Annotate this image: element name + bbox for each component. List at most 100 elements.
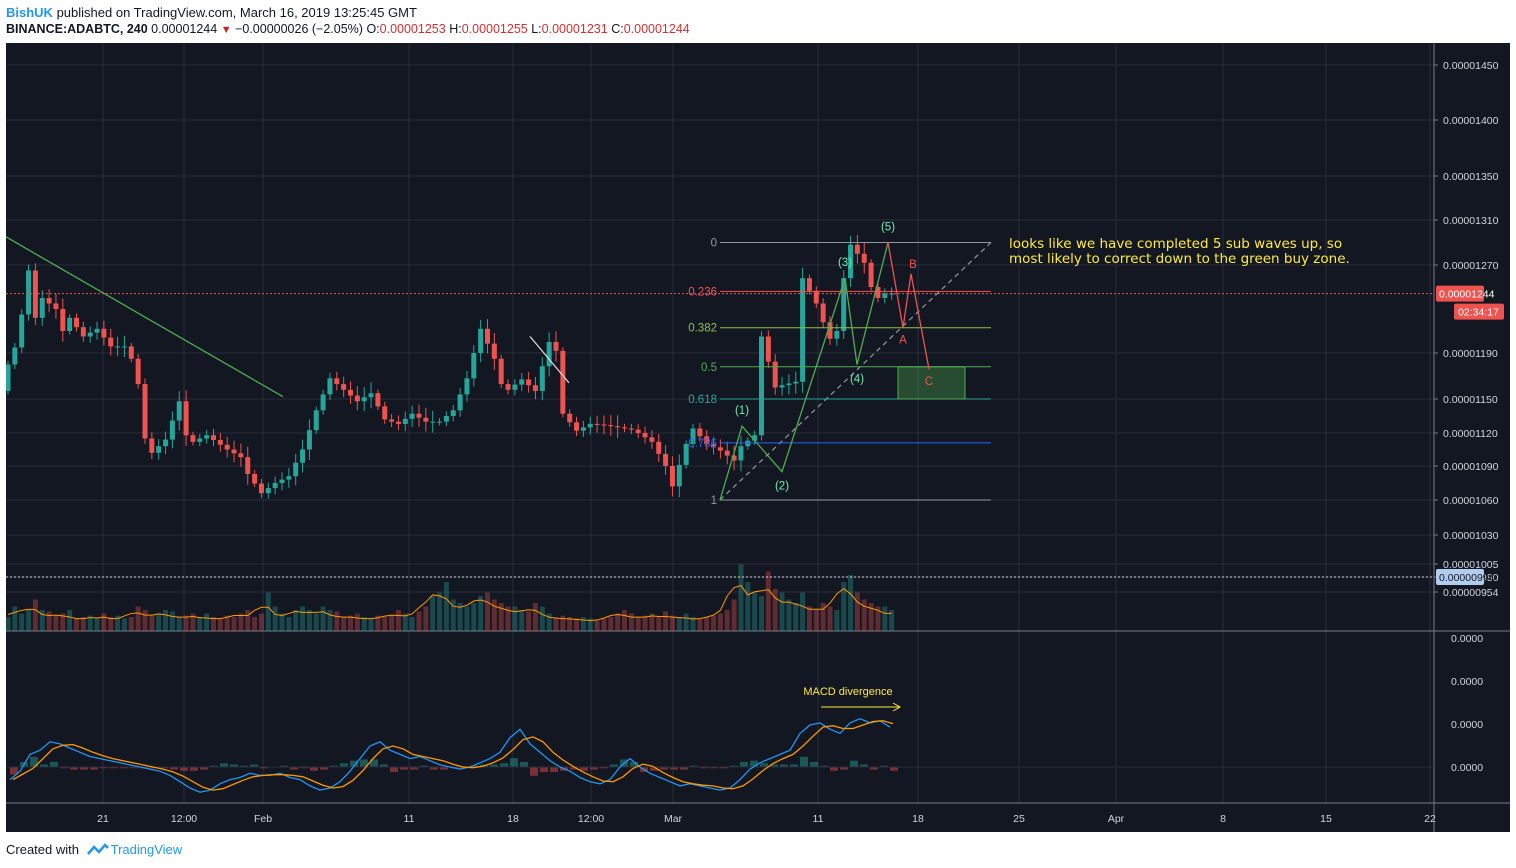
macd-histogram-bar bbox=[700, 767, 708, 769]
price-axis-label: 0.00001030 bbox=[1443, 530, 1499, 542]
macd-histogram-bar bbox=[490, 764, 498, 767]
candle-body bbox=[443, 416, 449, 422]
candle-body bbox=[121, 346, 127, 348]
volume-bar bbox=[519, 610, 525, 631]
publication-header: BishUK published on TradingView.com, Mar… bbox=[6, 5, 417, 20]
symbol-name: BINANCE:ADABTC, 240 bbox=[6, 22, 148, 36]
volume-bar bbox=[443, 582, 449, 631]
time-axis-label: 22 bbox=[1424, 813, 1436, 825]
macd-histogram-bar bbox=[440, 767, 448, 770]
volume-bar bbox=[149, 615, 155, 631]
macd-histogram-bar bbox=[80, 767, 88, 770]
candle-body bbox=[258, 483, 264, 494]
macd-histogram-bar bbox=[820, 765, 828, 767]
candle-body bbox=[101, 328, 107, 338]
symbol-legend: BINANCE:ADABTC, 240 0.00001244 ▼ −0.0000… bbox=[6, 22, 690, 36]
candle-body bbox=[142, 384, 148, 439]
time-axis-label: 15 bbox=[1320, 813, 1332, 825]
macd-histogram-bar bbox=[190, 767, 198, 771]
volume-bar bbox=[87, 615, 93, 631]
volume-bar bbox=[101, 613, 107, 631]
fib-level-label: 0.236 bbox=[688, 286, 717, 298]
macd-axis-label: 0.0000 bbox=[1451, 676, 1483, 688]
candle-body bbox=[485, 328, 490, 344]
time-axis-label: 18 bbox=[912, 813, 924, 825]
candle-body bbox=[854, 244, 860, 254]
macd-histogram-bar bbox=[850, 760, 858, 767]
volume-bar bbox=[46, 611, 52, 631]
current-price-badge bbox=[1436, 285, 1484, 302]
volume-bar bbox=[60, 613, 66, 631]
volume-bar bbox=[306, 610, 312, 631]
candle-body bbox=[594, 423, 600, 425]
macd-histogram-bar bbox=[610, 764, 618, 767]
volume-bar bbox=[211, 617, 216, 631]
candle-body bbox=[6, 364, 11, 391]
candle-body bbox=[313, 410, 319, 431]
candle-body bbox=[135, 358, 141, 385]
candle-body bbox=[526, 379, 532, 386]
low-value: 0.00001231 bbox=[541, 22, 608, 36]
volume-bar bbox=[67, 610, 73, 631]
wave-label: (1) bbox=[735, 405, 749, 417]
volume-bar bbox=[587, 618, 593, 631]
candle-body bbox=[128, 346, 134, 359]
fib-level-label: 0.5 bbox=[701, 362, 717, 374]
volume-bar bbox=[861, 599, 867, 631]
candle-body bbox=[348, 389, 353, 396]
macd-histogram-bar bbox=[250, 764, 258, 767]
macd-histogram-bar bbox=[570, 767, 578, 770]
countdown-badge bbox=[1454, 303, 1504, 320]
candle-body bbox=[553, 342, 559, 351]
macd-histogram-bar bbox=[240, 765, 248, 767]
candle-body bbox=[416, 413, 422, 418]
volume-bar bbox=[539, 606, 545, 631]
candle-body bbox=[149, 438, 155, 453]
volume-bar bbox=[800, 592, 806, 631]
volume-bar bbox=[224, 615, 230, 631]
last-price: 0.00001244 bbox=[151, 22, 218, 36]
volume-bar bbox=[806, 606, 812, 631]
price-axis-label: 0.00001090 bbox=[1443, 461, 1499, 473]
candle-body bbox=[74, 317, 79, 328]
candle-body bbox=[46, 298, 52, 304]
price-axis-label: 0.00001270 bbox=[1443, 260, 1499, 272]
candle-body bbox=[327, 378, 333, 395]
price-axis-label: 0.00001310 bbox=[1443, 215, 1499, 227]
volume-bar bbox=[12, 606, 18, 631]
impulse-wave-path bbox=[719, 242, 889, 501]
candle-body bbox=[580, 427, 586, 431]
macd-histogram-bar bbox=[760, 763, 768, 767]
candle-body bbox=[183, 401, 189, 436]
macd-histogram-bar bbox=[720, 767, 728, 769]
candle-body bbox=[560, 350, 566, 414]
volume-bar bbox=[471, 603, 477, 631]
volume-bar bbox=[334, 611, 340, 631]
candle-body bbox=[163, 439, 169, 447]
volume-bar bbox=[635, 617, 641, 631]
macd-histogram-bar bbox=[30, 756, 38, 767]
volume-bar bbox=[505, 606, 511, 631]
volume-bar bbox=[121, 618, 127, 631]
volume-bar bbox=[786, 599, 792, 631]
volume-bar bbox=[293, 610, 299, 631]
tradingview-link[interactable]: TradingView bbox=[110, 842, 183, 857]
volume-bar bbox=[731, 599, 737, 631]
macd-histogram-bar bbox=[60, 767, 68, 769]
chart-area[interactable]: 0 0.236 0.382 0.5 0.618 0.786 1 (1) (2) (3) (4) (5)… bbox=[6, 43, 1510, 832]
chart-canvas[interactable]: 0 0.236 0.382 0.5 0.618 0.786 1 (1) (2) (3) (4) (5)… bbox=[6, 43, 1510, 832]
volume-bar bbox=[738, 564, 744, 631]
volume-bar bbox=[676, 617, 682, 631]
candle-body bbox=[800, 278, 806, 382]
volume-bar bbox=[622, 610, 627, 631]
time-axis-label: 8 bbox=[1220, 813, 1226, 825]
candle-body bbox=[437, 421, 443, 423]
candle-body bbox=[169, 420, 175, 440]
volume-bar bbox=[854, 592, 860, 631]
candle-body bbox=[238, 453, 244, 458]
macd-signal-line bbox=[12, 720, 894, 791]
macd-histogram-bar bbox=[750, 760, 758, 767]
volume-bar bbox=[169, 611, 175, 631]
macd-histogram-bar bbox=[380, 764, 388, 767]
author-link[interactable]: BishUK bbox=[6, 5, 53, 20]
